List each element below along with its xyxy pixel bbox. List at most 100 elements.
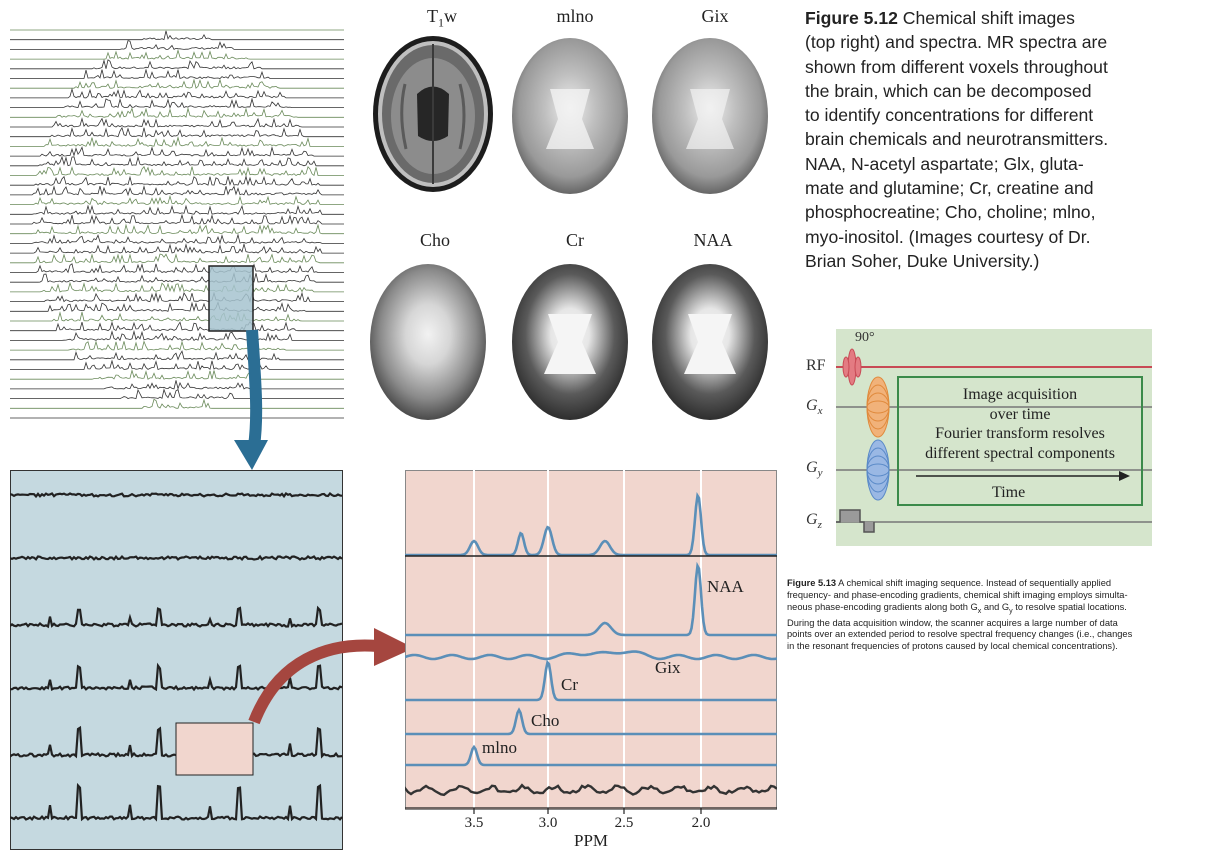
voxel-spectrum-row [10, 175, 344, 186]
figure-5-13-caption: Figure 5.13 A chemical shift imaging seq… [787, 578, 1215, 653]
image-label-t1w: T1w [427, 6, 457, 30]
voxel-spectrum-row [10, 68, 344, 79]
voxel-spectrum-row [10, 242, 344, 254]
selected-voxel-box [208, 265, 254, 332]
peak-label-mlno: mlno [482, 738, 517, 757]
voxel-spectrum-row [10, 329, 344, 342]
caption-line: Figure 5.13 A chemical shift imaging seq… [787, 578, 1112, 588]
voxel-spectrum-row [10, 223, 344, 235]
image-label-gix: Gix [701, 6, 729, 26]
zoomed-spectrum-row [10, 605, 343, 629]
voxel-spectrum-row [10, 59, 344, 70]
zoom-arrow [234, 329, 268, 470]
pulse-sequence-diagram [836, 329, 1152, 546]
zoomed-voxel-panel [10, 470, 343, 850]
x-tick-label: 3.5 [465, 815, 484, 831]
voxel-spectrum-row [10, 359, 344, 371]
gz-label: Gz [806, 511, 822, 532]
rf-label: RF [806, 357, 826, 374]
zoomed-spectrum-row [10, 662, 343, 692]
x-tick-label: 2.0 [692, 815, 711, 831]
rf-pulse [842, 348, 862, 386]
caption-line: brain chemicals and neurotransmitters. [805, 129, 1109, 150]
brain-image-t1w [373, 36, 493, 192]
voxel-spectrum-row [10, 350, 344, 361]
voxel-spectrum-row [10, 48, 344, 60]
acquisition-line: over time [989, 405, 1051, 423]
voxel-spectra-grid [10, 29, 344, 419]
acquisition-line: different spectral components [925, 444, 1115, 462]
caption-line: points over an extended period to resolv… [787, 629, 1133, 640]
voxel-spectrum-row [10, 107, 344, 119]
voxel-spectrum-row [10, 97, 344, 109]
brain-image-cr [512, 264, 628, 420]
decomposed-spectra-panel [405, 470, 777, 810]
acquisition-line: Fourier transform resolves [935, 425, 1105, 442]
voxel-spectrum-row [10, 155, 344, 167]
gz-gradient [836, 509, 875, 533]
zoomed-spectrum-row [10, 491, 343, 499]
caption-line: neous phase-encoding gradients along bot… [787, 601, 1127, 615]
brain-image-gix [652, 38, 768, 194]
image-label-cr: Cr [566, 230, 584, 250]
caption-line: NAA, N-acetyl aspartate; Glx, gluta- [805, 153, 1084, 174]
voxel-spectrum-row [10, 369, 344, 380]
brain-images [370, 36, 768, 420]
peak-label-cho: Cho [531, 711, 559, 730]
brain-image-mlno [512, 38, 628, 194]
figure-number: Figure 5.12 [805, 8, 898, 28]
zoomed-spectra [10, 491, 343, 822]
caption-line: (top right) and spectra. MR spectra are [805, 32, 1108, 53]
voxel-spectrum-row [10, 117, 344, 128]
highlighted-spectrum-box [175, 722, 254, 776]
voxel-spectrum-row [10, 291, 344, 303]
time-label: Time [992, 484, 1026, 501]
spectra-plot: 3.5 3.0 2.5 2.0 NAA Gix Cr Cho mlno PPM [405, 470, 777, 850]
caption-line: phosphocreatine; Cho, choline; mlno, [805, 202, 1096, 223]
caption-line: shown from different voxels throughout [805, 56, 1108, 77]
acquisition-window [897, 376, 1143, 506]
voxel-spectrum-row [10, 281, 344, 293]
voxel-spectrum-row [10, 40, 344, 50]
voxel-spectrum-row [10, 194, 344, 206]
peak-label-gix: Gix [655, 658, 681, 677]
voxel-spectrum-row [10, 87, 344, 99]
voxel-spectrum-row [10, 301, 344, 312]
metabolite-spectrum [405, 650, 777, 661]
caption-line: to identify concentrations for different [805, 105, 1094, 126]
voxel-spectrum-row [10, 233, 344, 245]
voxel-spectrum-row [10, 388, 344, 400]
image-label-mlno: mlno [556, 6, 594, 26]
metabolite-spectrum [405, 707, 777, 736]
metabolite-spectrum [405, 561, 777, 637]
brain-image-naa [652, 264, 768, 420]
metabolite-spectrum [405, 492, 777, 557]
gy-label: Gy [806, 459, 823, 480]
spectrum-arrow [248, 628, 414, 725]
voxel-spectrum-row [10, 311, 344, 322]
gx-label: Gx [806, 397, 823, 418]
zoomed-spectrum-row [10, 782, 343, 822]
x-tick-label: 3.0 [539, 815, 558, 831]
voxel-spectrum-row [10, 126, 344, 138]
caption-line: Brian Soher, Duke University.) [805, 250, 1040, 271]
voxel-spectrum-row [10, 340, 344, 351]
caption-line: During the data acquisition window, the … [787, 617, 1118, 628]
residual-noise-trace [405, 783, 777, 797]
voxel-spectrum-row [10, 253, 344, 265]
gx-gradient [866, 376, 890, 438]
caption-line: in the resonant frequencies of protons c… [787, 641, 1118, 652]
sequence-traces [836, 348, 1152, 533]
brain-image-cho [370, 264, 486, 420]
acquisition-line: Image acquisition [962, 386, 1078, 403]
caption-line: mate and glutamine; Cr, creatine and [805, 178, 1094, 199]
peak-label-naa: NAA [707, 577, 745, 596]
caption-line: the brain, which can be decomposed [805, 80, 1092, 101]
voxel-spectrum-row [10, 136, 344, 148]
x-tick-label: 2.5 [615, 815, 634, 831]
voxel-spectrum-row [10, 213, 344, 225]
voxel-spectrum-row [10, 204, 344, 215]
x-axis-label: PPM [574, 831, 608, 850]
image-label-naa: NAA [693, 230, 733, 250]
voxel-spectrum-row [10, 380, 344, 391]
